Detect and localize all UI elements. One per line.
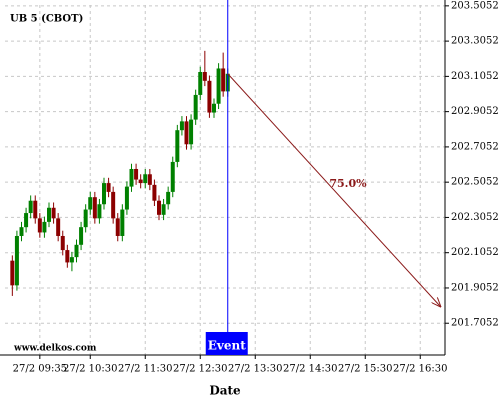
candle-body xyxy=(56,218,61,236)
candle-body xyxy=(19,227,24,236)
projection-arrow xyxy=(227,73,441,307)
marks xyxy=(10,50,230,296)
candle-body xyxy=(24,213,29,228)
projection-label: 75.0% xyxy=(329,177,367,190)
candle-body xyxy=(14,235,19,286)
candle-body xyxy=(65,250,70,263)
candle-body xyxy=(92,197,97,219)
candle-body xyxy=(129,168,134,187)
candle-body xyxy=(207,80,212,113)
y-tick-label: 202.5052 xyxy=(451,177,499,188)
candle-body xyxy=(134,168,139,180)
candle-body xyxy=(202,72,207,81)
event-label: Event xyxy=(208,339,246,353)
grid xyxy=(5,5,445,355)
candle-body xyxy=(60,235,65,251)
x-tick-label: 27/2 10:30 xyxy=(63,364,117,375)
y-tick-label: 201.7052 xyxy=(451,318,499,329)
y-tick-label: 202.7052 xyxy=(451,141,499,152)
candle-body xyxy=(157,200,161,215)
candle-body xyxy=(184,121,189,145)
candle-body xyxy=(189,119,194,145)
y-tick-label: 202.1052 xyxy=(451,247,499,258)
candle-body xyxy=(33,200,38,219)
y-tick-label: 203.1052 xyxy=(451,71,499,82)
candle-body xyxy=(138,179,143,184)
x-tick-label: 27/2 15:30 xyxy=(338,364,392,375)
x-tick-label: 27/2 14:30 xyxy=(283,364,337,375)
candle-body xyxy=(74,244,79,258)
candle-body xyxy=(124,186,129,210)
watermark: www.delkos.com xyxy=(13,344,97,354)
y-tick-label: 203.5052 xyxy=(451,0,499,11)
candle-body xyxy=(216,68,221,104)
candle-body xyxy=(179,121,184,131)
candle-body xyxy=(28,200,33,214)
x-tick-label: 27/2 16:30 xyxy=(393,364,447,375)
candle-body xyxy=(111,191,116,219)
candle-body xyxy=(102,183,106,205)
candle-body xyxy=(170,161,175,192)
y-tick-label: 201.9052 xyxy=(451,282,499,293)
x-tick-label: 27/2 13:30 xyxy=(228,364,282,375)
candle-body xyxy=(69,257,74,263)
y-tick-label: 203.3052 xyxy=(451,36,499,47)
candle-body xyxy=(88,197,93,210)
candle-body xyxy=(79,227,84,245)
candle-body xyxy=(193,94,198,120)
x-tick-label: 27/2 12:30 xyxy=(173,364,227,375)
candle-body xyxy=(161,204,166,215)
candle-body xyxy=(198,72,203,95)
candle-body xyxy=(10,260,15,286)
x-tick-label: 27/2 11:30 xyxy=(118,364,172,375)
y-tick-label: 202.3052 xyxy=(451,212,499,223)
candle-body xyxy=(83,209,88,228)
candle-body xyxy=(106,183,111,192)
x-axis-title: Date xyxy=(209,384,241,398)
candle-body xyxy=(212,103,216,113)
chart-title: UB 5 (CBOT) xyxy=(10,14,83,25)
candle-body xyxy=(47,207,51,222)
candle-body xyxy=(97,204,102,219)
candle-body xyxy=(166,191,171,205)
candle-body xyxy=(42,221,47,233)
candle-body xyxy=(115,218,120,236)
candle-body xyxy=(147,174,152,185)
candle-body xyxy=(51,207,56,219)
event-box xyxy=(205,332,248,355)
candle-body xyxy=(37,218,42,233)
y-tick-label: 202.9052 xyxy=(451,106,499,117)
candle-body xyxy=(143,174,148,184)
candle-body xyxy=(175,130,180,162)
candle-body xyxy=(221,68,226,92)
candle-body xyxy=(120,209,125,236)
candle-body xyxy=(152,184,157,201)
x-tick-label: 27/2 09:35 xyxy=(13,364,67,375)
